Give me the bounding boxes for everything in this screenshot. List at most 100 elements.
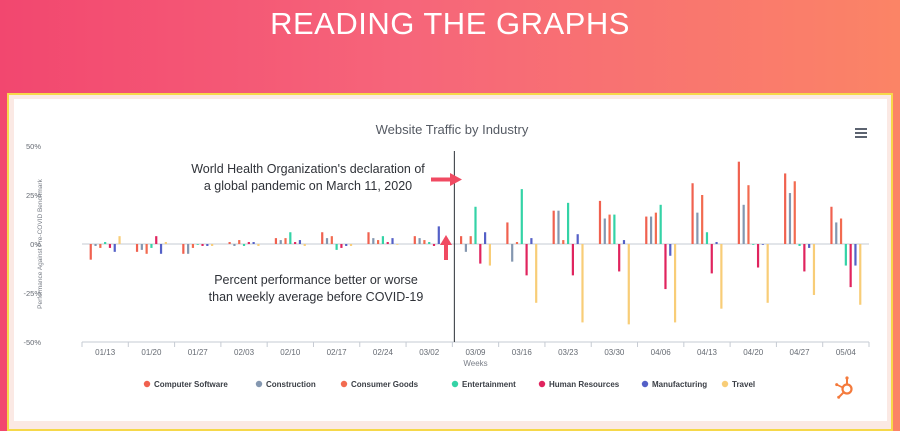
bar xyxy=(294,242,297,244)
bar xyxy=(835,222,838,244)
legend-swatch xyxy=(451,380,459,388)
bar xyxy=(325,238,329,244)
arrow-right-icon xyxy=(431,177,451,182)
bar xyxy=(413,236,416,244)
annotations: World Health Organization's declaration … xyxy=(191,151,462,342)
arrow-right-head xyxy=(450,173,462,186)
bar xyxy=(201,244,204,246)
bar xyxy=(581,244,584,323)
bar xyxy=(247,242,250,244)
x-tick-label: 01/20 xyxy=(141,348,162,357)
annotation-benchmark-line: than weekly average before COVID-19 xyxy=(209,290,424,304)
bar xyxy=(525,244,528,276)
legend-swatch xyxy=(641,380,649,388)
legend-label: Construction xyxy=(266,380,316,389)
bar xyxy=(756,244,760,268)
bar xyxy=(705,232,709,244)
y-tick-label: 0% xyxy=(30,240,41,249)
bar xyxy=(118,236,121,244)
bar xyxy=(715,242,718,244)
legend-swatch xyxy=(340,380,348,388)
x-tick-label: 01/13 xyxy=(95,348,116,357)
bar xyxy=(89,244,92,260)
x-tick-label: 03/30 xyxy=(604,348,625,357)
x-tick-label: 01/27 xyxy=(188,348,209,357)
bar xyxy=(608,214,611,244)
bar xyxy=(562,240,565,244)
bar xyxy=(788,193,792,244)
bar xyxy=(488,244,491,266)
bar xyxy=(557,210,560,244)
legend-swatch xyxy=(721,380,729,388)
arrow-up-shaft xyxy=(444,244,448,260)
bar xyxy=(798,244,801,246)
bar xyxy=(196,244,199,245)
x-tick-label: 02/24 xyxy=(373,348,394,357)
y-tick-label: -25% xyxy=(23,289,41,298)
bar xyxy=(391,238,394,244)
bar xyxy=(469,236,472,244)
bar xyxy=(506,222,509,244)
bar xyxy=(515,242,519,244)
bar xyxy=(464,244,467,252)
bar xyxy=(627,244,630,325)
bar xyxy=(428,242,431,244)
legend-label: Consumer Goods xyxy=(351,380,419,389)
bar xyxy=(228,242,231,244)
x-tick-label: 03/16 xyxy=(512,348,533,357)
bar xyxy=(603,218,606,244)
bar xyxy=(432,244,436,246)
bar xyxy=(812,244,816,295)
legend-label: Travel xyxy=(732,380,755,389)
legend-swatch xyxy=(255,380,263,388)
y-tick-label: -50% xyxy=(23,338,41,347)
bar xyxy=(649,216,653,244)
bar xyxy=(701,195,704,244)
bar xyxy=(720,244,723,309)
bar xyxy=(645,216,648,244)
bar xyxy=(784,173,787,244)
bar xyxy=(437,226,440,244)
bar xyxy=(618,244,621,272)
bar xyxy=(696,212,699,244)
bar xyxy=(140,244,143,250)
legend-label: Human Resources xyxy=(549,380,620,389)
bar xyxy=(511,244,514,262)
bar xyxy=(135,244,139,252)
bar xyxy=(484,232,487,244)
bar xyxy=(94,244,97,246)
x-tick-label: 04/13 xyxy=(697,348,718,357)
bar xyxy=(613,214,616,244)
bar xyxy=(793,181,796,244)
legend: Computer Software Construction Consumer Go… xyxy=(143,380,755,389)
x-tick-label: 03/09 xyxy=(465,348,486,357)
bar xyxy=(737,161,740,244)
bar xyxy=(396,244,399,245)
bar xyxy=(669,244,672,256)
bar xyxy=(211,244,214,246)
bar xyxy=(150,244,153,248)
bar xyxy=(298,240,302,244)
bar xyxy=(330,236,333,244)
bar xyxy=(372,238,375,244)
y-tick-label: 25% xyxy=(26,191,41,200)
bar xyxy=(274,238,278,244)
x-tick-label: 02/10 xyxy=(280,348,301,357)
chart-title: Website Traffic by Industry xyxy=(376,122,529,137)
bar xyxy=(335,244,338,250)
hamburger-menu-icon[interactable] xyxy=(855,128,867,138)
bar xyxy=(566,202,570,244)
bar xyxy=(849,244,852,288)
slide-title: READING THE GRAPHS xyxy=(270,6,630,41)
bar xyxy=(345,244,348,246)
x-tick-label: 04/06 xyxy=(651,348,672,357)
bar xyxy=(321,232,324,244)
annotation-who-line: a global pandemic on March 11, 2020 xyxy=(204,179,412,193)
bar xyxy=(418,238,421,244)
bar xyxy=(530,238,533,244)
x-tick-label: 04/20 xyxy=(743,348,764,357)
bar xyxy=(233,244,236,246)
chart-panel: Website Traffic by Industry 50% 25% 0% -25%… xyxy=(14,99,887,421)
bar xyxy=(303,244,306,246)
bar xyxy=(664,244,667,290)
